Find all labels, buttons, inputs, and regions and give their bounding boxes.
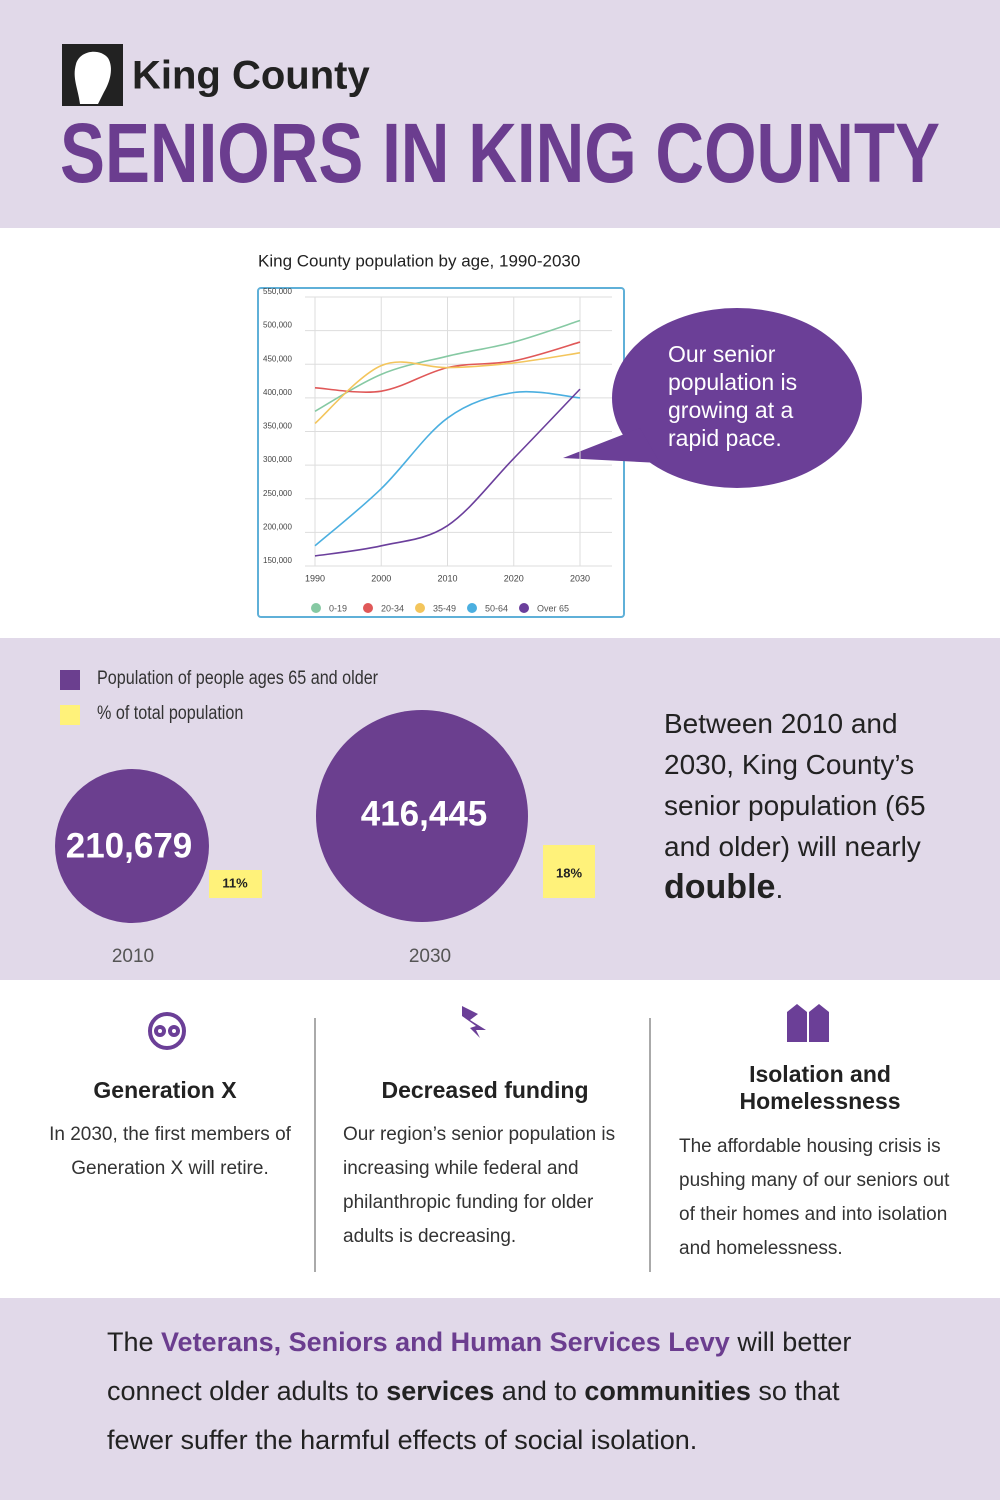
bubble [55, 769, 209, 923]
column-title: Generation X [93, 1077, 237, 1103]
legend-dot [415, 603, 425, 613]
logo-face [74, 51, 111, 104]
bubble [316, 710, 528, 922]
series-line [314, 388, 581, 557]
stats-graphics: 210,679 416,445 11% 18% 2010 2030 [55, 670, 595, 967]
summary-emphasis: double [664, 868, 776, 906]
legend-label: Population of people ages 65 and older [97, 668, 379, 689]
legend-dot [311, 603, 321, 613]
page-title: SENIORS IN KING COUNTY [60, 106, 940, 200]
x-tick-label: 1990 [305, 573, 325, 583]
chart-title: King County population by age, 1990-2030 [258, 251, 580, 270]
percent: 18% [556, 865, 582, 880]
y-tick-label: 350,000 [263, 422, 292, 431]
legend-label: 50-64 [485, 603, 508, 613]
legend-dot [519, 603, 529, 613]
annotation-line: Our senior [668, 341, 776, 367]
population: 210,679 [66, 826, 193, 865]
column-body: In 2030, the first members of Generation… [49, 1124, 291, 1179]
footer-emphasis: Veterans, Seniors and Human Services Lev… [161, 1327, 730, 1357]
column-title: Decreased funding [381, 1077, 589, 1103]
legend-label: 35-49 [433, 603, 456, 613]
icon-buildings [787, 1004, 829, 1042]
percent: 11% [222, 875, 248, 890]
annotation-line: rapid pace. [668, 425, 782, 451]
series-line [314, 390, 581, 547]
y-tick-label: 150,000 [263, 556, 292, 565]
footer-emphasis: services [386, 1376, 495, 1406]
icon-genx [148, 1012, 186, 1050]
logo-text: King County [132, 54, 370, 98]
series-line [314, 319, 581, 413]
summary-text: Between 2010 and 2030, King County’s sen… [664, 708, 926, 862]
header: King County SENIORS IN KING COUNTY [60, 44, 940, 200]
legend-dot [467, 603, 477, 613]
footer-emphasis: communities [584, 1376, 751, 1406]
x-tick-label: 2000 [371, 573, 391, 583]
year: 2010 [112, 946, 154, 967]
legend-label: 0-19 [329, 603, 347, 613]
chart-frame [257, 287, 625, 618]
column-body: Our region’s senior population is increa… [343, 1124, 616, 1247]
x-tick-label: 2020 [504, 573, 524, 583]
legend-swatch [60, 705, 80, 725]
percent-box [543, 845, 595, 898]
footer-text: The [107, 1327, 162, 1357]
column-body: The affordable housing crisis is pushing… [679, 1136, 950, 1259]
population: 416,445 [361, 794, 488, 833]
x-tick-label: 2010 [437, 573, 457, 583]
columns-graphics [148, 1004, 829, 1272]
y-tick-label: 550,000 [263, 287, 292, 296]
legend-dot [363, 603, 373, 613]
y-tick-label: 500,000 [263, 321, 292, 330]
y-tick-label: 450,000 [263, 354, 292, 363]
summary: Between 2010 and 2030, King County’s sen… [664, 703, 964, 909]
legend-label: Over 65 [537, 603, 569, 613]
footer-band [0, 1298, 1000, 1500]
y-tick-label: 300,000 [263, 455, 292, 464]
summary-text: . [775, 873, 784, 904]
column-title: Isolation and Homelessness [739, 1061, 901, 1114]
percent-box [209, 870, 262, 898]
footer: The Veterans, Seniors and Human Services… [107, 1318, 907, 1465]
annotation-line: growing at a [668, 397, 794, 423]
footer-text: will better connect older adults to [107, 1327, 852, 1406]
year: 2030 [409, 946, 451, 967]
legend-label: % of total population [97, 703, 244, 724]
icon-funding [462, 1006, 486, 1038]
y-tick-label: 250,000 [263, 489, 292, 498]
footer-text: and to [494, 1376, 585, 1406]
y-tick-label: 400,000 [263, 388, 292, 397]
x-tick-label: 2030 [570, 573, 590, 583]
legend-swatch [60, 670, 80, 690]
series-line [314, 352, 581, 425]
speech-bubble [612, 308, 862, 488]
footer-text: so that fewer suffer the harmful effects… [107, 1376, 840, 1455]
header-band [0, 0, 1000, 228]
y-tick-label: 200,000 [263, 522, 292, 531]
line-chart: King County population by age, 1990-2030… [257, 251, 862, 618]
legend-label: 20-34 [381, 603, 404, 613]
annotation-line: population is [668, 369, 797, 395]
speech-tail [563, 428, 660, 463]
